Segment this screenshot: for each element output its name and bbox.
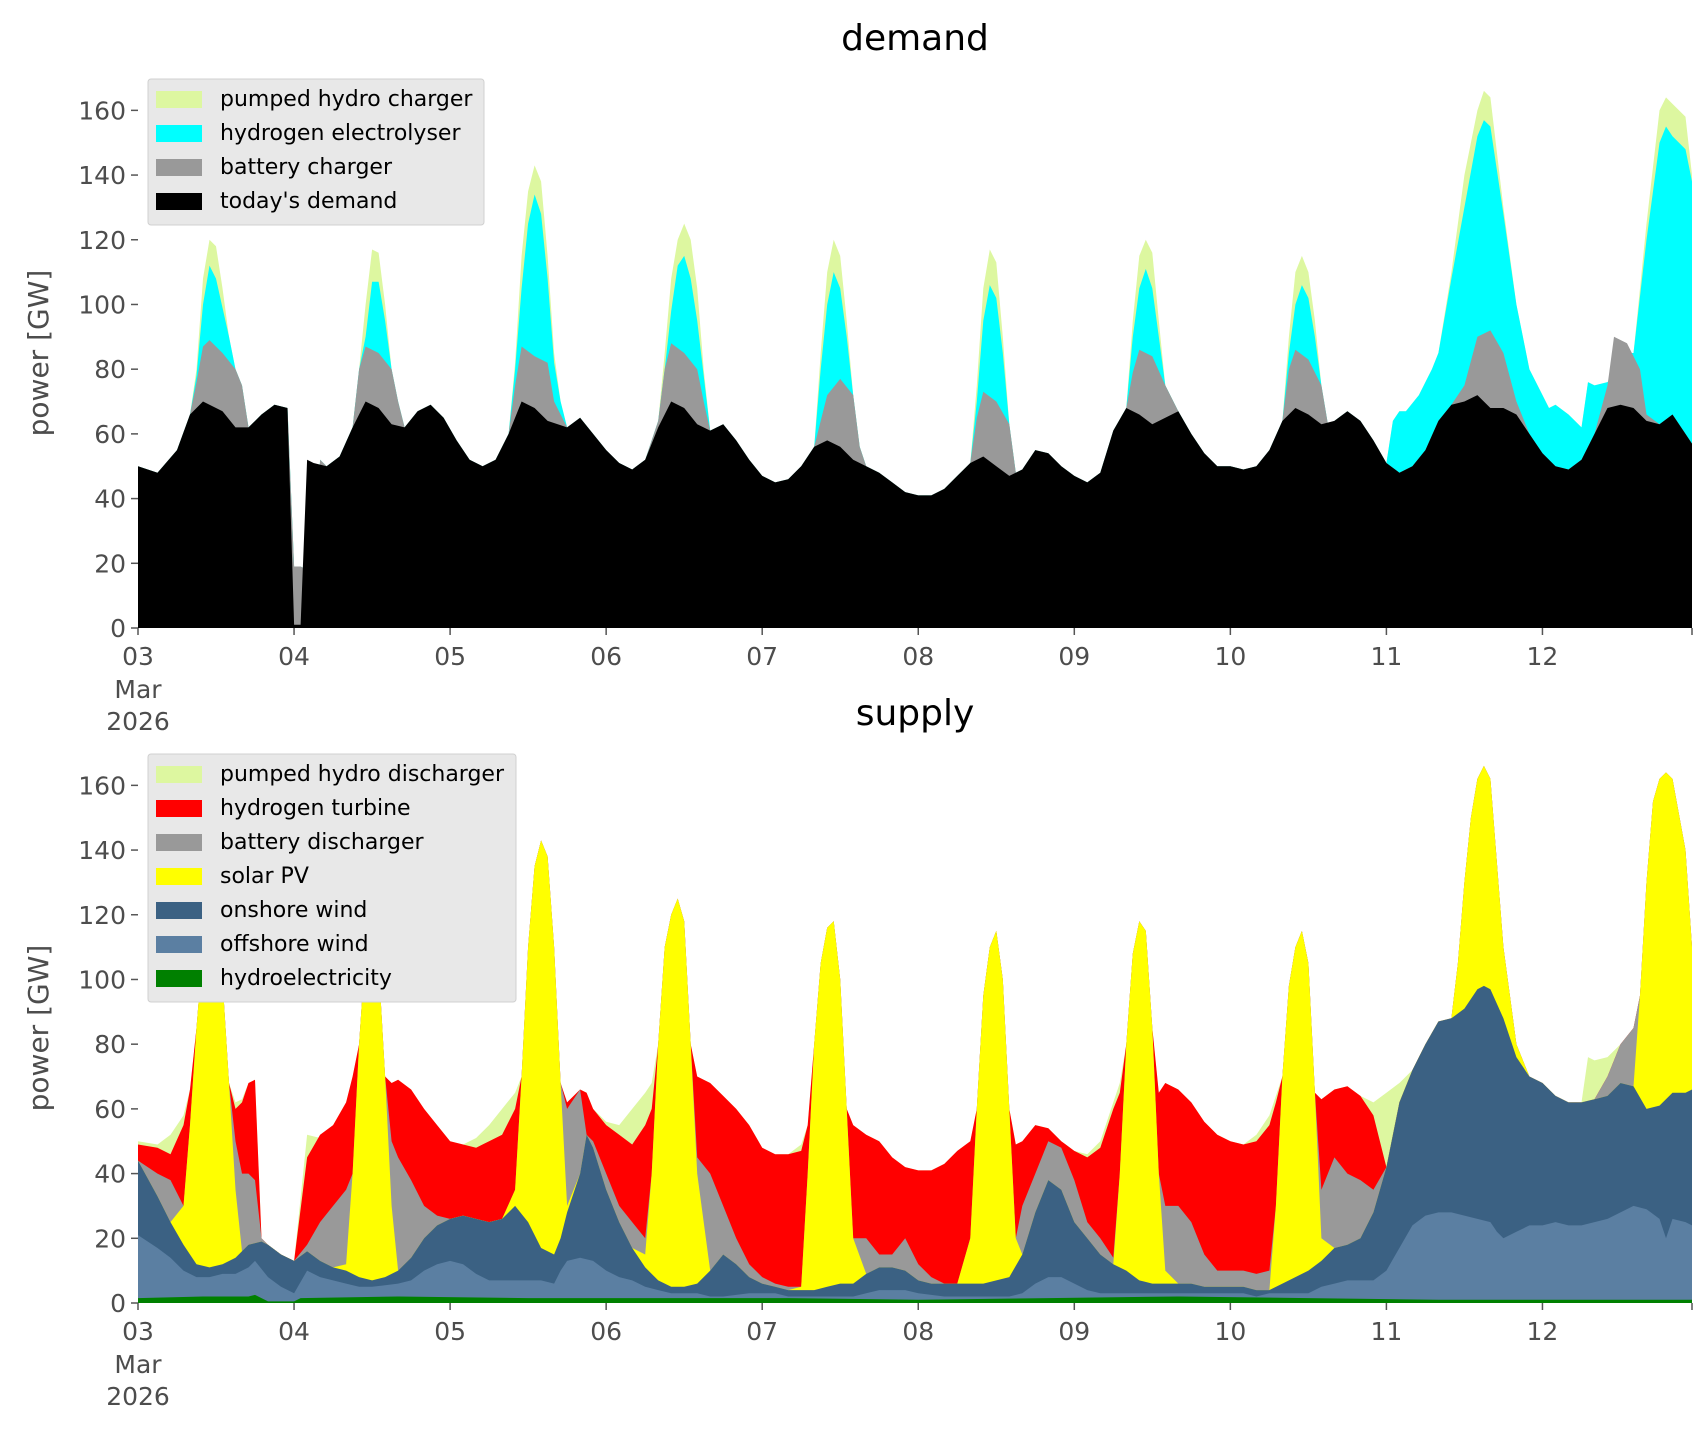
y-tick-label: 40: [94, 485, 126, 514]
chart-panel-supply: supply 0 20 40 60 80 100 120 140 160 power [GW] 03 0…: [22, 693, 1693, 1411]
legend-label: pumped hydro discharger: [220, 762, 505, 787]
legend-item-battery-charger: battery charger: [156, 155, 393, 180]
legend-swatch-onshore-wind: [156, 902, 202, 919]
legend-swatch-solar-pv: [156, 868, 202, 885]
x-tick-label: 04: [278, 1317, 310, 1346]
x-tick-label: 07: [746, 1317, 778, 1346]
y-tick-label: 60: [94, 1095, 126, 1124]
y-tick-label: 80: [94, 1030, 126, 1059]
y-tick-label: 0: [110, 614, 126, 643]
area-hydroelectricity: [138, 1294, 1692, 1303]
legend-label: hydrogen electrolyser: [220, 121, 461, 146]
legend-label: hydrogen turbine: [220, 796, 411, 821]
y-tick-label: 60: [94, 420, 126, 449]
area-layer: [138, 90, 1692, 628]
legend-label: solar PV: [220, 864, 309, 889]
y-axis-label: power [GW]: [22, 945, 55, 1112]
legend-swatch-hydrogen-electrolyser: [156, 125, 202, 142]
legend-item-today-s-demand: today's demand: [156, 189, 397, 214]
legend-swatch-pumped-hydro-charger: [156, 91, 202, 108]
x-tick-label: 06: [590, 1317, 622, 1346]
x-sublabel: 2026: [106, 1382, 170, 1411]
legend-item-hydrogen-turbine: hydrogen turbine: [156, 796, 411, 821]
y-tick-label: 80: [94, 355, 126, 384]
x-tick-label: 09: [1058, 1317, 1090, 1346]
x-tick-label: 12: [1527, 642, 1559, 671]
legend-label: hydroelectricity: [220, 966, 392, 991]
y-axis-label: power [GW]: [22, 270, 55, 437]
chart-title: demand: [841, 18, 989, 59]
y-tick-label: 160: [78, 771, 126, 800]
y-tick-label: 100: [78, 290, 126, 319]
legend-item-pumped-hydro-discharger: pumped hydro discharger: [156, 762, 505, 787]
chart-panel-demand: demand 0 20 40 60 80 100 120 140 160 power [GW] 03 0…: [22, 18, 1693, 736]
legend-label: pumped hydro charger: [220, 87, 473, 112]
legend-swatch-pumped-hydro-discharger: [156, 766, 202, 783]
y-tick-label: 40: [94, 1160, 126, 1189]
y-tick-label: 140: [78, 161, 126, 190]
legend-swatch-battery-charger: [156, 159, 202, 176]
x-sublabel: Mar: [114, 1350, 162, 1379]
legend-swatch-offshore-wind: [156, 936, 202, 953]
x-sublabel: Mar: [114, 675, 162, 704]
y-tick-label: 20: [94, 1224, 126, 1253]
area-offshore-wind: [138, 1205, 1692, 1303]
y-tick-label: 20: [94, 549, 126, 578]
x-tick-label: 11: [1370, 642, 1402, 671]
x-sublabel: 2026: [106, 707, 170, 736]
x-tick-label: 06: [590, 642, 622, 671]
legend-label: battery charger: [220, 155, 393, 180]
area-today-s-demand: [138, 395, 1692, 628]
legend-label: offshore wind: [220, 932, 369, 957]
legend-item-pumped-hydro-charger: pumped hydro charger: [156, 87, 473, 112]
legend-swatch-hydroelectricity: [156, 970, 202, 987]
area-layer: [138, 765, 1692, 1303]
x-tick-label: 05: [434, 1317, 466, 1346]
y-tick-label: 160: [78, 96, 126, 125]
legend-item-offshore-wind: offshore wind: [156, 932, 369, 957]
y-tick-label: 120: [78, 226, 126, 255]
y-tick-label: 120: [78, 901, 126, 930]
area-onshore-wind: [138, 985, 1692, 1303]
legend-swatch-today-s-demand: [156, 193, 202, 210]
legend-box: [147, 753, 517, 1003]
x-tick-label: 04: [278, 642, 310, 671]
legend-label: onshore wind: [220, 898, 367, 923]
x-tick-label: 10: [1214, 642, 1246, 671]
legend: pumped hydro charger hydrogen electrolyse…: [147, 78, 485, 226]
legend-swatch-hydrogen-turbine: [156, 800, 202, 817]
chart-title: supply: [856, 693, 975, 734]
legend-item-hydroelectricity: hydroelectricity: [156, 966, 392, 991]
legend-item-hydrogen-electrolyser: hydrogen electrolyser: [156, 121, 461, 146]
area-solar-pv: [138, 765, 1692, 1303]
legend-box: [147, 78, 485, 226]
x-tick-label: 05: [434, 642, 466, 671]
legend-label: today's demand: [220, 189, 397, 214]
y-tick-label: 100: [78, 965, 126, 994]
x-tick-label: 09: [1058, 642, 1090, 671]
x-tick-label: 10: [1214, 1317, 1246, 1346]
legend-swatch-battery-discharger: [156, 834, 202, 851]
y-tick-label: 0: [110, 1289, 126, 1318]
x-tick-label: 03: [122, 1317, 154, 1346]
legend-label: battery discharger: [220, 830, 425, 855]
x-tick-label: 08: [902, 1317, 934, 1346]
y-tick-label: 140: [78, 836, 126, 865]
x-tick-label: 07: [746, 642, 778, 671]
x-tick-label: 03: [122, 642, 154, 671]
legend-item-solar-pv: solar PV: [156, 864, 309, 889]
legend: pumped hydro discharger hydrogen turbine b…: [147, 753, 517, 1003]
legend-item-onshore-wind: onshore wind: [156, 898, 367, 923]
legend-item-battery-discharger: battery discharger: [156, 830, 425, 855]
x-tick-label: 12: [1527, 1317, 1559, 1346]
x-tick-label: 08: [902, 642, 934, 671]
x-tick-label: 11: [1370, 1317, 1402, 1346]
